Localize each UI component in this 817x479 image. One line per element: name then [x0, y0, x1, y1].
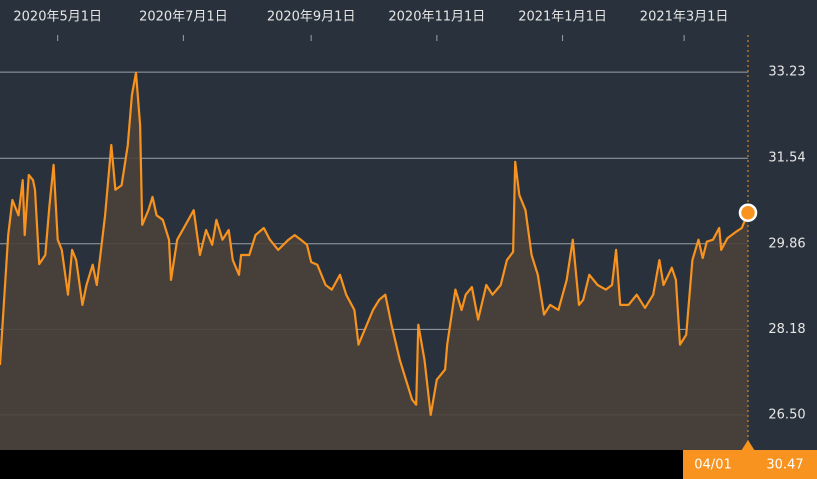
last-label-box [683, 450, 817, 479]
line [0, 71, 750, 416]
last-date-label: 04/01 [694, 458, 731, 473]
plot-layer: 33.23 31.54 29.86 28.18 26.50 2020年5月1日 2020年7… [0, 10, 817, 479]
x-tick-label: 2021年3月1日 [640, 10, 729, 25]
x-tick-label: 2020年7月1日 [139, 10, 228, 25]
x-tick-label: 2020年5月1日 [13, 10, 102, 25]
y-tick-label: 28.18 [768, 322, 805, 337]
last-label-pointer [741, 440, 755, 451]
y-tick-label: 26.50 [768, 407, 805, 422]
area [0, 72, 748, 450]
bottom-bar [0, 450, 817, 479]
x-tick-label: 2021年1月1日 [518, 10, 607, 25]
x-tick-label: 2020年11月1日 [388, 10, 485, 25]
x-tick-label: 2020年9月1日 [267, 10, 356, 25]
y-tick-label: 29.86 [768, 236, 805, 251]
last-value-label: 30.47 [766, 458, 803, 473]
last-point [738, 203, 758, 222]
y-tick-label: 31.54 [768, 151, 805, 166]
y-tick-label: 33.23 [768, 65, 805, 80]
